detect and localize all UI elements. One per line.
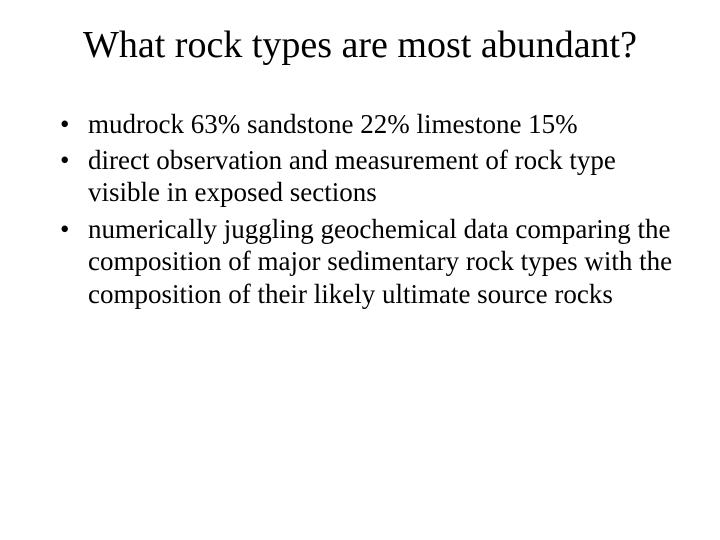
- list-item: direct observation and measurement of ro…: [60, 144, 680, 209]
- slide-title: What rock types are most abundant?: [40, 24, 680, 68]
- slide: What rock types are most abundant? mudro…: [0, 0, 720, 540]
- list-item: numerically juggling geochemical data co…: [60, 213, 680, 310]
- list-item: mudrock 63% sandstone 22% limestone 15%: [60, 108, 680, 140]
- bullet-list: mudrock 63% sandstone 22% limestone 15% …: [40, 108, 680, 310]
